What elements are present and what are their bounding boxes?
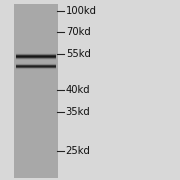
Bar — [16, 69, 56, 70]
Bar — [16, 58, 56, 59]
Bar — [16, 55, 56, 56]
Bar — [16, 66, 56, 67]
Bar — [16, 63, 56, 64]
Bar — [16, 64, 56, 65]
Bar — [16, 66, 56, 67]
Bar — [16, 59, 56, 60]
Bar — [16, 57, 56, 58]
Bar — [16, 68, 56, 69]
Bar — [16, 54, 56, 55]
Bar — [16, 56, 56, 57]
Text: 100kd: 100kd — [66, 6, 97, 16]
Bar — [16, 69, 56, 70]
Bar — [16, 67, 56, 68]
Bar — [16, 56, 56, 57]
Bar — [16, 58, 56, 59]
Bar — [14, 4, 58, 178]
Bar — [16, 53, 56, 54]
Bar — [16, 63, 56, 64]
Bar — [16, 59, 56, 60]
Bar — [16, 57, 56, 58]
Bar — [16, 64, 56, 65]
Bar — [16, 65, 56, 66]
Text: 40kd: 40kd — [66, 85, 90, 95]
Bar — [16, 68, 56, 69]
Text: 35kd: 35kd — [66, 107, 91, 117]
Text: 25kd: 25kd — [66, 146, 91, 156]
Text: 70kd: 70kd — [66, 27, 91, 37]
Bar — [16, 54, 56, 55]
Text: 55kd: 55kd — [66, 49, 91, 59]
Bar — [16, 55, 56, 56]
Bar — [16, 53, 56, 54]
Bar — [16, 67, 56, 68]
Bar — [16, 65, 56, 66]
